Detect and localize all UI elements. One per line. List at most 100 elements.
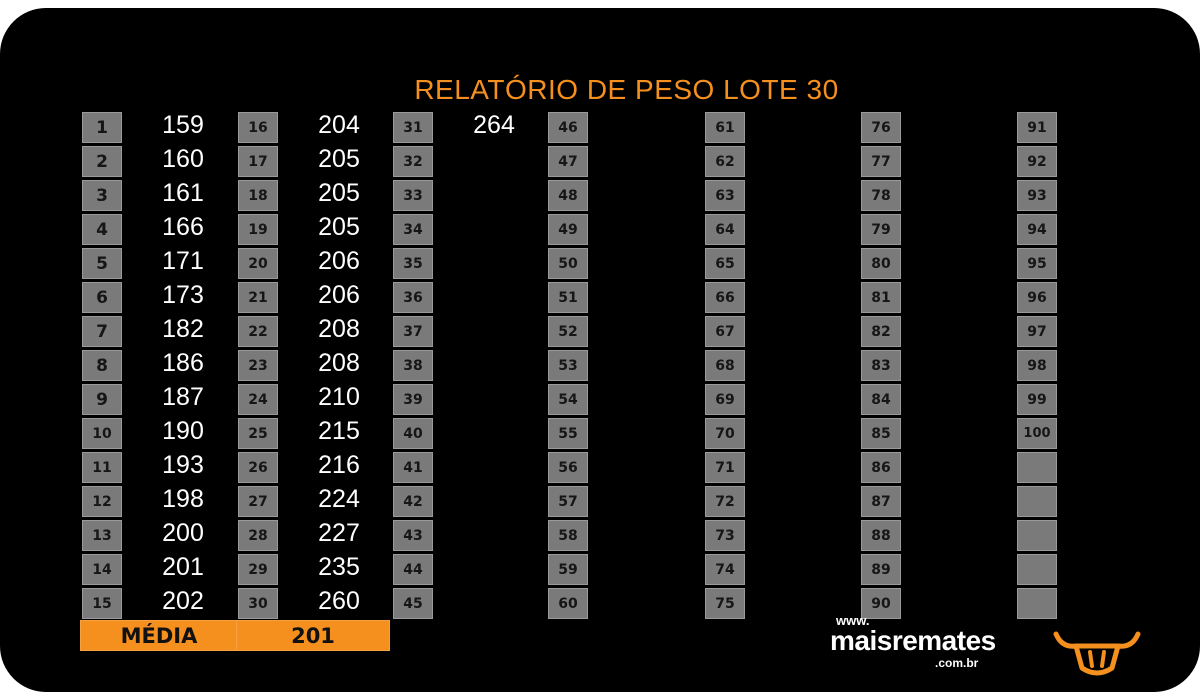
row-number-cell: 30 xyxy=(238,588,278,619)
row-number-cell: 38 xyxy=(393,350,433,381)
empty-cell xyxy=(1017,588,1057,619)
row-number-cell: 76 xyxy=(861,112,901,143)
row-number-cell: 55 xyxy=(548,418,588,449)
row-number-cell: 24 xyxy=(238,384,278,415)
brand-domain: .com.br xyxy=(935,656,979,670)
weight-value: 210 xyxy=(318,383,360,411)
weight-value: 159 xyxy=(162,111,204,139)
row-number-cell: 7 xyxy=(82,316,122,347)
row-number-cell: 86 xyxy=(861,452,901,483)
row-number-cell: 97 xyxy=(1017,316,1057,347)
row-number-cell: 69 xyxy=(705,384,745,415)
row-number-cell: 1 xyxy=(82,112,122,143)
row-number-cell: 46 xyxy=(548,112,588,143)
row-number-cell: 47 xyxy=(548,146,588,177)
row-number-cell: 66 xyxy=(705,282,745,313)
row-number-cell: 21 xyxy=(238,282,278,313)
weight-value: 235 xyxy=(318,553,360,581)
row-number-cell: 41 xyxy=(393,452,433,483)
row-number-cell: 84 xyxy=(861,384,901,415)
row-number-cell: 28 xyxy=(238,520,278,551)
row-number-cell: 82 xyxy=(861,316,901,347)
weight-value: 208 xyxy=(318,349,360,377)
row-number-cell: 53 xyxy=(548,350,588,381)
row-number-cell: 78 xyxy=(861,180,901,211)
average-value: 201 xyxy=(236,620,390,651)
row-number-cell: 42 xyxy=(393,486,433,517)
row-number-cell: 11 xyxy=(82,452,122,483)
row-number-cell: 51 xyxy=(548,282,588,313)
row-number-cell: 26 xyxy=(238,452,278,483)
row-number-cell: 58 xyxy=(548,520,588,551)
row-number-cell: 14 xyxy=(82,554,122,585)
row-number-cell: 37 xyxy=(393,316,433,347)
average-label: MÉDIA xyxy=(80,620,238,651)
row-number-cell: 15 xyxy=(82,588,122,619)
bull-head-icon xyxy=(1053,631,1141,676)
row-number-cell: 89 xyxy=(861,554,901,585)
weight-value: 206 xyxy=(318,247,360,275)
brand-logo[interactable]: www. maisremates .com.br xyxy=(830,613,1010,683)
row-number-cell: 63 xyxy=(705,180,745,211)
row-number-cell: 56 xyxy=(548,452,588,483)
empty-cell xyxy=(1017,452,1057,483)
weight-value: 182 xyxy=(162,315,204,343)
row-number-cell: 64 xyxy=(705,214,745,245)
row-number-cell: 23 xyxy=(238,350,278,381)
row-number-cell: 72 xyxy=(705,486,745,517)
row-number-cell: 48 xyxy=(548,180,588,211)
row-number-cell: 62 xyxy=(705,146,745,177)
weight-value: 193 xyxy=(162,451,204,479)
weight-value: 205 xyxy=(318,145,360,173)
row-number-cell: 99 xyxy=(1017,384,1057,415)
row-number-cell: 50 xyxy=(548,248,588,279)
row-number-cell: 40 xyxy=(393,418,433,449)
row-number-cell: 94 xyxy=(1017,214,1057,245)
row-number-cell: 100 xyxy=(1017,418,1057,449)
row-number-cell: 18 xyxy=(238,180,278,211)
row-number-cell: 25 xyxy=(238,418,278,449)
row-number-cell: 31 xyxy=(393,112,433,143)
row-number-cell: 65 xyxy=(705,248,745,279)
weight-value: 215 xyxy=(318,417,360,445)
weight-value: 204 xyxy=(318,111,360,139)
row-number-cell: 85 xyxy=(861,418,901,449)
row-number-cell: 68 xyxy=(705,350,745,381)
row-number-cell: 45 xyxy=(393,588,433,619)
row-number-cell: 67 xyxy=(705,316,745,347)
row-number-cell: 27 xyxy=(238,486,278,517)
row-number-cell: 98 xyxy=(1017,350,1057,381)
row-number-cell: 19 xyxy=(238,214,278,245)
row-number-cell: 29 xyxy=(238,554,278,585)
weight-value: 202 xyxy=(162,587,204,615)
row-number-cell: 39 xyxy=(393,384,433,415)
row-number-cell: 36 xyxy=(393,282,433,313)
row-number-cell: 74 xyxy=(705,554,745,585)
weight-value: 186 xyxy=(162,349,204,377)
row-number-cell: 49 xyxy=(548,214,588,245)
row-number-cell: 17 xyxy=(238,146,278,177)
weight-value: 227 xyxy=(318,519,360,547)
weight-value: 205 xyxy=(318,213,360,241)
row-number-cell: 88 xyxy=(861,520,901,551)
row-number-cell: 3 xyxy=(82,180,122,211)
weight-value: 206 xyxy=(318,281,360,309)
row-number-cell: 54 xyxy=(548,384,588,415)
weight-value: 216 xyxy=(318,451,360,479)
brand-name: maisremates xyxy=(830,625,996,656)
row-number-cell: 16 xyxy=(238,112,278,143)
row-number-cell: 52 xyxy=(548,316,588,347)
row-number-cell: 91 xyxy=(1017,112,1057,143)
row-number-cell: 22 xyxy=(238,316,278,347)
row-number-cell: 2 xyxy=(82,146,122,177)
weight-value: 173 xyxy=(162,281,204,309)
weight-value: 171 xyxy=(162,247,204,275)
report-panel: RELATÓRIO DE PESO LOTE 30 1 159 2 160 3 161 4 1… xyxy=(0,8,1200,692)
row-number-cell: 5 xyxy=(82,248,122,279)
row-number-cell: 87 xyxy=(861,486,901,517)
row-number-cell: 90 xyxy=(861,588,901,619)
row-number-cell: 81 xyxy=(861,282,901,313)
row-number-cell: 57 xyxy=(548,486,588,517)
weight-value: 187 xyxy=(162,383,204,411)
empty-cell xyxy=(1017,554,1057,585)
